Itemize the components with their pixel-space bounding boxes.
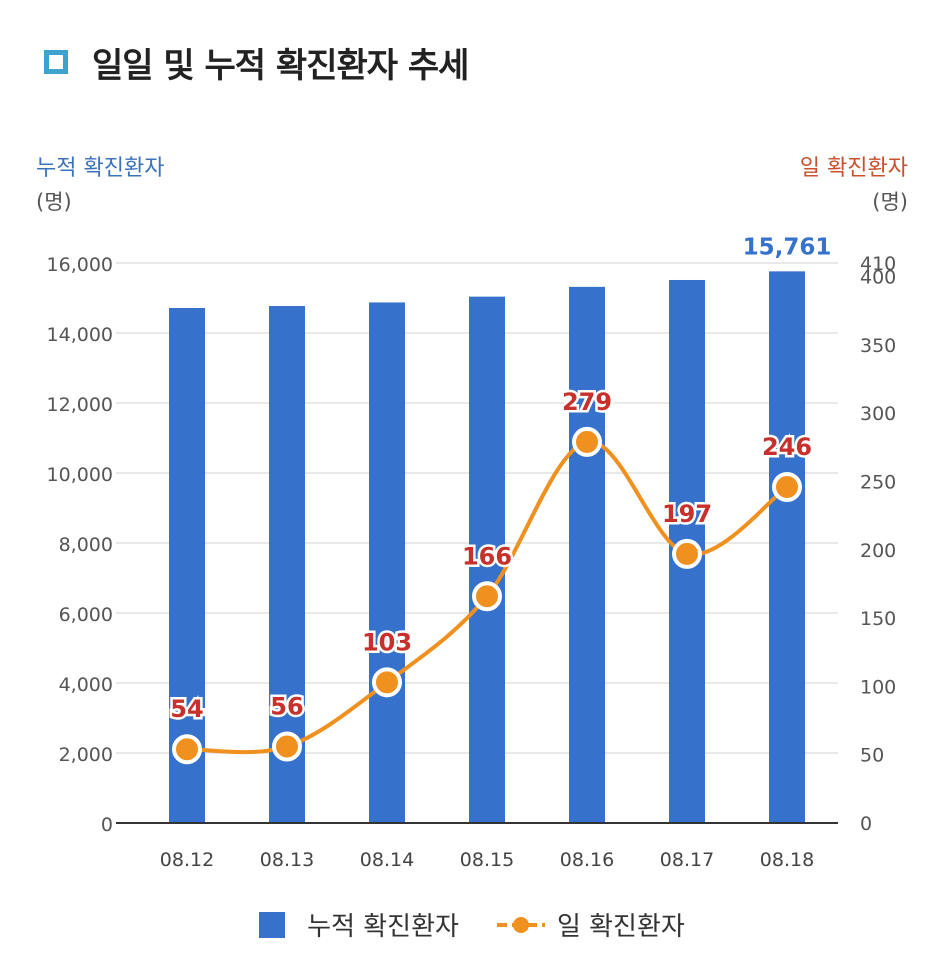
legend-bar-swatch bbox=[259, 911, 286, 938]
x-tick-label: 08.16 bbox=[560, 849, 614, 871]
legend-label-daily: 일 확진환자 bbox=[556, 912, 685, 942]
left-tick-label: 2,000 bbox=[59, 744, 113, 766]
right-axis-title: 일 확진환자 bbox=[799, 156, 908, 181]
line-data-label: 103 bbox=[362, 628, 412, 656]
x-tick-label: 08.14 bbox=[360, 849, 414, 871]
left-tick-label: 10,000 bbox=[47, 464, 113, 486]
right-tick-label: 100 bbox=[860, 676, 896, 698]
bar bbox=[769, 271, 805, 823]
square-icon bbox=[44, 50, 68, 74]
line-data-label: 279 bbox=[562, 388, 612, 416]
right-tick-label: 350 bbox=[860, 335, 896, 357]
right-tick-label: 400 bbox=[860, 267, 896, 289]
left-tick-label: 6,000 bbox=[59, 604, 113, 626]
combo-chart: 0 2,000 4,000 6,000 8,000 10,000 12,000 14,000 1… bbox=[47, 234, 897, 871]
line-point bbox=[472, 581, 502, 612]
right-tick-label: 250 bbox=[860, 472, 896, 494]
chart-title-text: 일일 및 누적 확진환자 추세 bbox=[92, 45, 469, 86]
x-tick-label: 08.12 bbox=[160, 849, 214, 871]
line-data-label: 56 bbox=[270, 693, 303, 721]
right-tick-label: 200 bbox=[860, 540, 896, 562]
right-tick-label: 50 bbox=[860, 745, 884, 767]
line-data-label: 54 bbox=[170, 695, 203, 723]
legend: 누적 확진환자 일 확진환자 bbox=[0, 906, 944, 943]
line-data-label: 197 bbox=[662, 500, 712, 528]
x-tick-label: 08.15 bbox=[460, 849, 514, 871]
line-data-label: 166 bbox=[462, 542, 512, 570]
legend-item-cumulative: 누적 확진환자 bbox=[259, 906, 459, 943]
bar bbox=[569, 286, 605, 823]
x-tick-label: 08.17 bbox=[660, 849, 714, 871]
right-axis-unit: (명) bbox=[872, 190, 908, 214]
bar bbox=[369, 302, 405, 823]
left-tick-label: 0 bbox=[101, 814, 113, 836]
line-point bbox=[772, 472, 802, 502]
line-point bbox=[372, 667, 402, 698]
legend-line-swatch bbox=[496, 916, 545, 933]
bar-data-label: 15,761 bbox=[743, 234, 832, 260]
x-tick-label: 08.13 bbox=[260, 849, 314, 871]
bar bbox=[469, 296, 505, 823]
left-tick-label: 8,000 bbox=[59, 534, 113, 556]
left-axis-unit: (명) bbox=[36, 190, 72, 214]
line-point bbox=[572, 426, 602, 457]
left-tick-label: 4,000 bbox=[59, 674, 113, 696]
chart-title: 일일 및 누적 확진환자 추세 bbox=[44, 38, 469, 86]
line-point bbox=[672, 538, 702, 569]
right-tick-label: 300 bbox=[860, 403, 896, 425]
left-tick-label: 14,000 bbox=[47, 324, 113, 346]
line-data-label: 246 bbox=[762, 433, 812, 461]
line-point bbox=[272, 731, 302, 762]
right-tick-label: 410 bbox=[860, 253, 896, 275]
line-point bbox=[172, 734, 202, 765]
right-tick-label: 150 bbox=[860, 608, 896, 630]
legend-label-cumulative: 누적 확진환자 bbox=[307, 912, 459, 942]
right-tick-label: 0 bbox=[860, 813, 872, 835]
left-tick-label: 12,000 bbox=[47, 394, 113, 416]
legend-item-daily: 일 확진환자 bbox=[495, 906, 685, 943]
left-axis-title: 누적 확진환자 bbox=[36, 156, 165, 181]
x-tick-label: 08.18 bbox=[760, 849, 814, 871]
left-tick-label: 16,000 bbox=[47, 254, 113, 276]
